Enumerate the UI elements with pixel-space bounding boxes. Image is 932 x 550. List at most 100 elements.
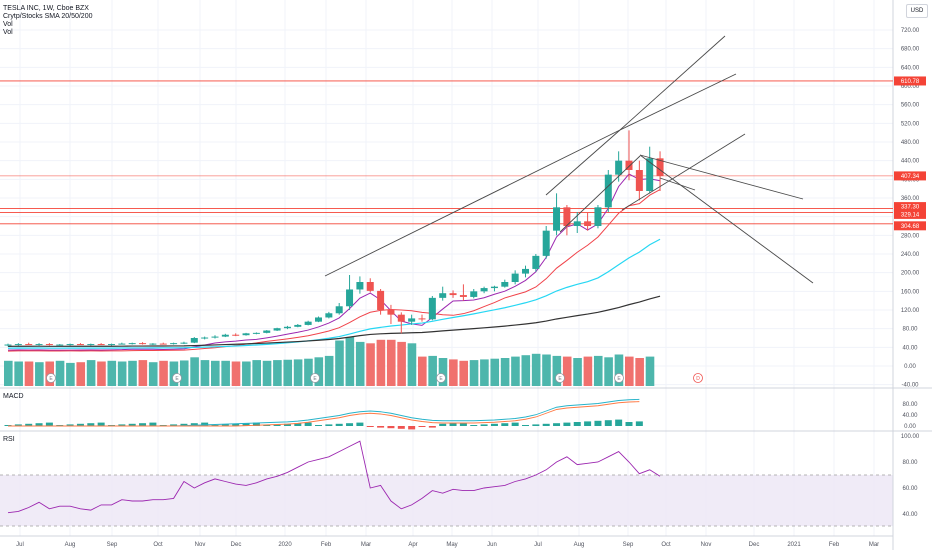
earnings-marker-circle[interactable] [436,373,446,383]
macd-axis-label[interactable]: 80.00 [902,402,918,408]
price-axis-label[interactable]: 80.00 [902,327,918,333]
price-axis-label[interactable]: 160.00 [901,289,920,295]
price-level-tag[interactable] [894,209,926,219]
time-axis-label[interactable]: Oct [661,542,671,548]
macd-histogram-bar [387,426,395,429]
rsi-axis-label[interactable]: 60.00 [902,486,918,492]
trend-line[interactable] [639,154,814,284]
trend-line[interactable] [545,129,621,196]
candle-body [615,160,623,175]
time-axis-label[interactable]: 2020 [278,542,292,548]
price-axis-label[interactable]: 480.00 [901,140,920,146]
volume-bar [438,358,448,386]
time-axis-label[interactable]: 2021 [787,542,801,548]
price-axis-label[interactable]: 520.00 [901,121,920,127]
candle-body [108,344,115,346]
time-axis-label[interactable]: Feb [829,542,840,548]
price-axis-label[interactable]: 200.00 [901,271,920,277]
trend-lines[interactable] [324,35,814,284]
time-axis-label[interactable]: Jul [16,542,24,548]
rsi-axis-label[interactable]: 80.00 [902,460,918,466]
price-axis-label[interactable]: 440.00 [901,159,920,165]
macd-histogram-bar [232,423,240,426]
sma-indicator-label[interactable]: Crytp/Stocks SMA 20/50/200 [3,13,93,20]
macd-axis-label[interactable]: 40.00 [902,413,918,419]
trend-line[interactable] [621,133,746,211]
macd-label[interactable]: MACD [3,393,24,400]
price-axis-label[interactable]: 120.00 [901,308,920,314]
symbol-title[interactable]: TESLA INC, 1W, Cboe BZX [3,5,89,12]
time-axis-label[interactable]: Aug [574,542,585,548]
trend-line[interactable] [659,177,696,191]
volume-bar [221,360,230,386]
volume-indicator-label[interactable]: Vol [3,21,13,28]
trend-line[interactable] [559,155,641,233]
rsi-axis-label[interactable]: 40.00 [902,512,918,518]
volume-bar [469,360,479,386]
candle-body [221,334,229,337]
trend-line[interactable] [639,154,804,200]
price-axis-label[interactable]: -40.00 [901,383,919,389]
time-axis-label[interactable]: Nov [195,542,206,548]
price-axis-label[interactable]: 240.00 [901,252,920,258]
macd-histogram-bar [242,423,250,426]
earnings-marker-circle[interactable] [172,373,182,383]
price-axis[interactable]: 720.00 680.00 640.00 600.00 560.00 520.00 480.… [894,28,926,518]
price-axis-label[interactable]: 360.00 [901,196,920,202]
trend-line[interactable] [619,35,726,131]
time-axis-label[interactable]: Dec [231,542,242,548]
volume-bar [625,356,634,386]
volume-indicator-label-2[interactable]: Vol [3,29,13,36]
macd-axis-label[interactable]: 0.00 [904,424,916,430]
currency-button[interactable]: USD [906,4,928,18]
candle-body [542,230,550,256]
horizontal-levels[interactable] [0,80,893,225]
volume-bar [117,361,127,386]
time-axis[interactable]: Jul Aug Sep Oct Nov Dec 2020 Feb Mar Apr May Jun Jul… [16,542,879,548]
candle-body [25,344,33,346]
time-axis-label[interactable]: Feb [321,542,332,548]
time-axis-label[interactable]: Sep [623,542,634,548]
volume-bar [324,355,334,386]
time-axis-label[interactable]: May [446,542,457,548]
time-axis-label[interactable]: Dec [749,542,760,548]
time-axis-label[interactable]: Jun [487,542,497,548]
price-axis-label[interactable]: 0.00 [904,364,916,370]
price-axis-label[interactable]: 280.00 [901,233,920,239]
volume-bar [573,358,582,386]
earnings-marker-circle[interactable] [614,373,624,383]
rsi-label[interactable]: RSI [3,436,15,443]
price-level-tag[interactable] [894,221,926,231]
candle-body [87,344,95,346]
price-axis-label[interactable]: 40.00 [902,345,918,351]
candle-body [232,334,240,336]
price-axis-label[interactable]: 720.00 [901,28,920,34]
time-axis-label[interactable]: Aug [65,542,76,548]
dividend-marker-circle[interactable] [693,373,703,383]
time-axis-label[interactable]: Sep [107,542,118,548]
candle-body [14,344,22,346]
price-axis-label[interactable]: 680.00 [901,47,920,53]
price-level-tag[interactable] [894,202,926,212]
time-axis-label[interactable]: Oct [153,542,163,548]
earnings-marker-circle[interactable] [310,373,320,383]
time-axis-label[interactable]: Nov [701,542,712,548]
time-axis-label[interactable]: Jul [534,542,542,548]
rsi-axis-label[interactable]: 100.00 [901,434,920,440]
price-axis-label[interactable]: 560.00 [901,103,920,109]
trend-line[interactable] [324,129,621,277]
price-level-tag[interactable] [894,171,926,181]
time-axis-label[interactable]: Apr [408,542,417,548]
price-level-tag[interactable] [894,76,926,86]
earnings-marker-circle[interactable] [555,373,565,383]
price-axis-label[interactable]: 640.00 [901,65,920,71]
trend-line[interactable] [619,73,737,131]
earnings-marker-circle[interactable] [46,373,56,383]
macd-histogram-bar [263,425,271,426]
time-axis-label[interactable]: Mar [869,542,879,548]
volume-bar [314,357,324,386]
price-axis-label[interactable]: 600.00 [901,84,920,90]
time-axis-label[interactable]: Mar [361,542,371,548]
